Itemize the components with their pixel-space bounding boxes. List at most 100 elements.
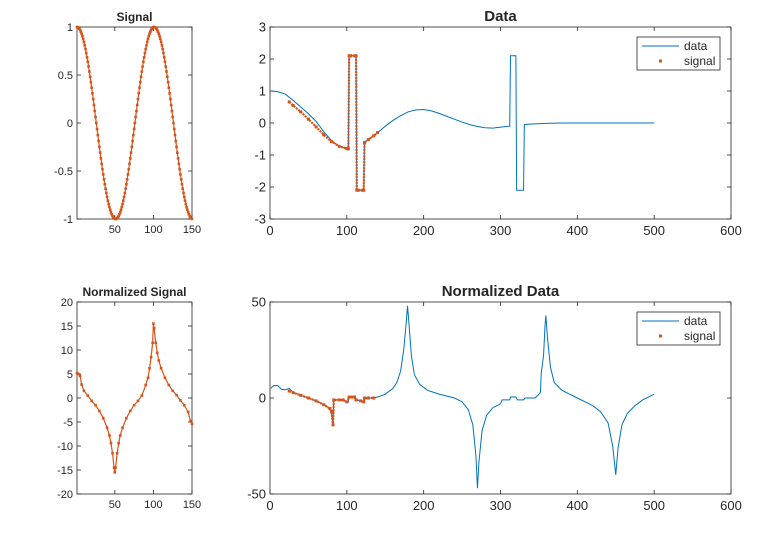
y-tick-label: 50 <box>252 295 266 310</box>
data-point <box>132 133 135 137</box>
data-point <box>158 34 161 38</box>
x-tick-label: 500 <box>643 498 665 513</box>
data-point <box>135 109 138 113</box>
data-point <box>354 398 358 402</box>
data-point <box>184 202 188 206</box>
data-point <box>362 188 366 192</box>
x-tick-label: 600 <box>720 498 742 513</box>
data-point <box>167 383 171 387</box>
data-point <box>115 451 119 455</box>
data-point <box>117 441 120 445</box>
data-point <box>80 32 83 36</box>
data-point <box>89 80 93 84</box>
data-point <box>164 65 168 68</box>
data-point <box>114 466 117 469</box>
data-point <box>111 214 114 218</box>
x-tick-label: 200 <box>413 498 435 513</box>
data-point <box>176 157 180 160</box>
data-point <box>106 199 110 202</box>
data-point <box>124 187 127 191</box>
data-point <box>329 409 333 413</box>
y-tick-label: 20 <box>61 297 73 309</box>
data-point <box>159 37 162 41</box>
data-point <box>86 60 90 64</box>
data-point <box>112 466 116 469</box>
data-point <box>116 215 120 219</box>
data-point <box>363 396 367 400</box>
data-point <box>135 103 139 107</box>
data-point <box>117 214 120 218</box>
y-tick-label: 0 <box>67 393 73 405</box>
data-point <box>86 394 90 397</box>
data-point <box>122 199 125 202</box>
data-point <box>138 80 142 84</box>
data-point <box>177 162 181 166</box>
y-tick-label: 0 <box>259 391 266 406</box>
data-point <box>118 213 121 216</box>
data-point <box>96 133 100 137</box>
data-point <box>101 173 105 176</box>
data-point <box>174 139 178 143</box>
data-point <box>179 173 182 176</box>
data-point <box>190 422 194 426</box>
data-point <box>142 55 146 59</box>
data-point <box>151 341 154 345</box>
data-point <box>126 173 130 176</box>
data-point <box>155 28 159 32</box>
data-point <box>133 121 137 125</box>
data-point <box>78 28 82 32</box>
data-point <box>127 167 131 171</box>
data-point <box>185 205 188 209</box>
data-point <box>132 127 136 131</box>
y-tick-label: -50 <box>247 487 266 502</box>
data-point <box>175 393 178 397</box>
data-point <box>99 157 103 160</box>
y-tick-label: 1 <box>259 84 266 99</box>
data-point <box>179 399 182 402</box>
y-tick-label: -3 <box>254 212 266 227</box>
data-point <box>155 351 159 355</box>
data-point <box>145 44 148 47</box>
data-point <box>332 398 336 402</box>
data-point <box>189 419 192 423</box>
data-point <box>139 75 143 79</box>
series-line-data <box>270 305 655 489</box>
y-tick-label: 5 <box>67 369 73 381</box>
y-tick-label: -1 <box>63 214 73 226</box>
data-point <box>147 34 151 38</box>
x-tick-label: 150 <box>183 224 201 236</box>
data-point <box>176 151 179 154</box>
data-point <box>98 145 101 149</box>
y-tick-label: -2 <box>254 180 266 195</box>
data-point <box>125 182 128 186</box>
data-point <box>155 27 158 31</box>
data-point <box>110 213 114 216</box>
data-point <box>108 208 112 212</box>
data-point <box>118 434 122 437</box>
chart-title: Normalized Signal <box>82 285 186 299</box>
x-tick-label: 400 <box>566 498 588 513</box>
data-point <box>187 213 191 216</box>
data-point <box>160 44 164 47</box>
data-point <box>140 70 144 73</box>
legend-entry: signal <box>684 329 715 343</box>
data-point <box>113 471 117 474</box>
data-point <box>175 145 178 149</box>
data-point <box>121 426 124 430</box>
data-point <box>137 92 141 95</box>
data-point <box>163 60 167 64</box>
x-tick-label: 100 <box>144 499 162 511</box>
data-point <box>355 188 359 192</box>
data-point <box>173 133 177 137</box>
data-point <box>109 441 113 445</box>
legend-entry: signal <box>684 54 715 68</box>
data-point <box>94 115 97 119</box>
data-point <box>82 389 86 393</box>
data-point <box>328 407 332 411</box>
data-point <box>182 403 186 407</box>
data-point <box>132 403 136 407</box>
data-point <box>156 30 160 33</box>
data-point <box>306 396 310 400</box>
